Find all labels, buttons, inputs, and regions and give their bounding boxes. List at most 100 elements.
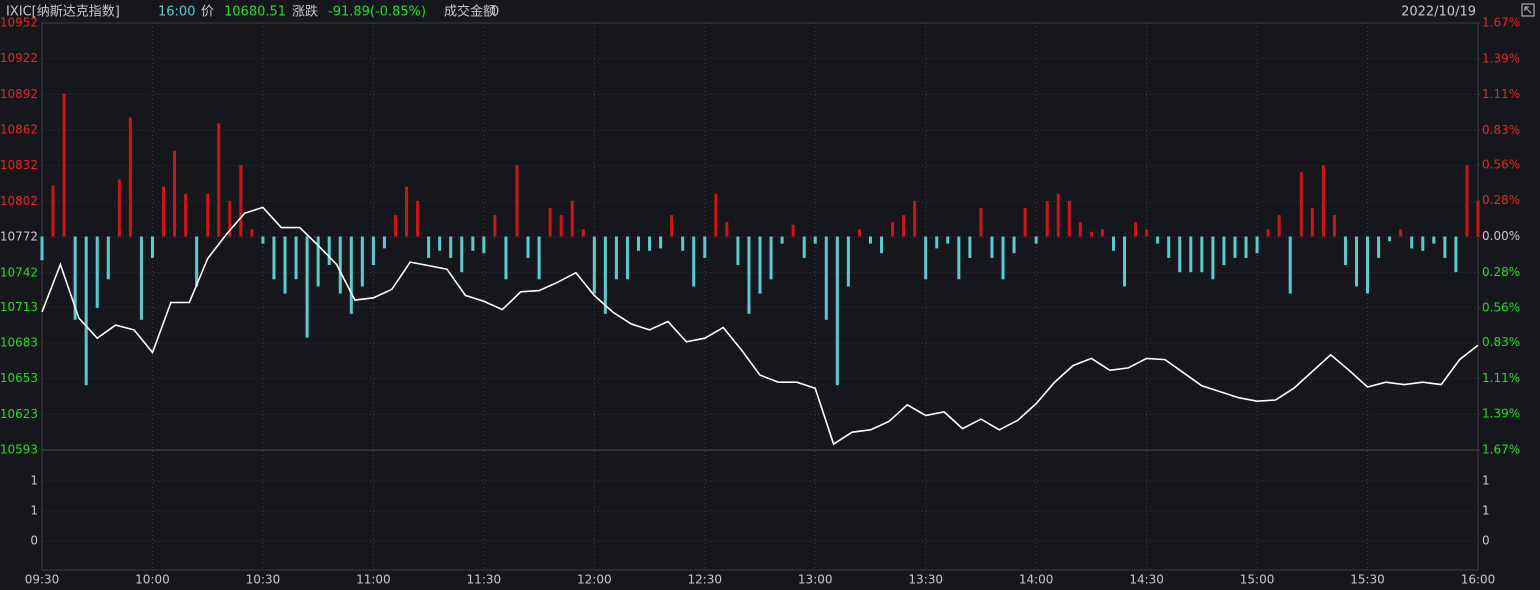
bar (1288, 236, 1292, 294)
bar (1023, 207, 1027, 237)
volume-tick-label: 1 (1482, 474, 1490, 488)
bar (1045, 200, 1049, 237)
symbol: IXIC[纳斯达克指数] (6, 5, 120, 20)
bar (681, 236, 685, 251)
bar (714, 193, 718, 237)
bar (1410, 236, 1414, 249)
bar (1100, 229, 1104, 237)
bar (1399, 229, 1403, 237)
x-tick-label: 10:30 (246, 573, 281, 587)
bar (769, 236, 773, 280)
bar (128, 117, 132, 237)
bar (1067, 200, 1071, 237)
bar (305, 236, 309, 338)
y2-tick-label: 1.67% (1482, 16, 1520, 30)
y-tick-label: 10653 (0, 371, 38, 385)
bar (482, 236, 486, 254)
bar (73, 236, 77, 320)
bar (968, 236, 972, 258)
bar (857, 229, 861, 237)
bar (791, 224, 795, 237)
x-tick-label: 14:30 (1129, 573, 1164, 587)
plot-frame (41, 22, 1479, 571)
x-tick-label: 14:00 (1019, 573, 1054, 587)
bar (1354, 236, 1358, 287)
y2-tick-label: 1.11% (1482, 87, 1520, 101)
bar (670, 215, 674, 237)
bar (625, 236, 629, 280)
bar (802, 236, 806, 258)
bar (371, 236, 375, 266)
bar (217, 123, 221, 237)
bar (1012, 236, 1016, 254)
x-tick-label: 13:30 (908, 573, 943, 587)
x-tick-label: 11:00 (356, 573, 391, 587)
bar (1156, 236, 1160, 244)
bar (40, 236, 44, 261)
bar (162, 186, 166, 237)
bar (747, 236, 751, 314)
bar (195, 236, 199, 287)
bar (1189, 236, 1193, 273)
bar (515, 165, 519, 237)
bar (913, 200, 917, 237)
bar (725, 222, 729, 237)
bar (1321, 165, 1325, 237)
bar (736, 236, 740, 266)
bar (449, 236, 453, 258)
y2-tick-label: 0.00% (1482, 229, 1520, 243)
bar (349, 236, 353, 314)
x-tick-label: 09:30 (25, 573, 60, 587)
bar (1034, 236, 1038, 244)
bar (1233, 236, 1237, 258)
bar (338, 236, 342, 294)
x-tick-label: 15:30 (1350, 573, 1385, 587)
price-line (41, 206, 1479, 446)
bar (979, 207, 983, 237)
bar (957, 236, 961, 280)
bar (648, 236, 652, 251)
bar (173, 150, 177, 237)
expand-icon[interactable] (1521, 3, 1535, 17)
bar (106, 236, 110, 280)
bar (603, 236, 607, 314)
bar (283, 236, 287, 294)
bar (493, 215, 497, 237)
bar (84, 236, 88, 386)
bar (360, 236, 364, 287)
icon-box[interactable] (1521, 3, 1535, 17)
y2-tick-label: 0.28% (1482, 265, 1520, 279)
bar (570, 200, 574, 237)
y2-tick-label: 0.56% (1482, 301, 1520, 315)
bar (537, 236, 541, 280)
volume-tick-label: 1 (30, 504, 38, 518)
y-tick-label: 10892 (0, 87, 38, 101)
x-tick-label: 11:30 (467, 573, 502, 587)
date: 2022/10/19 (1401, 5, 1476, 20)
bar (758, 236, 762, 294)
bar (1343, 236, 1347, 266)
price: 10680.51 (224, 5, 286, 20)
bar (581, 229, 585, 237)
bar (427, 236, 431, 258)
bar (1443, 236, 1447, 258)
bar (846, 236, 850, 287)
bar (1299, 172, 1303, 237)
amount: 0 (491, 5, 499, 20)
bar (1244, 236, 1248, 258)
bar (946, 236, 950, 244)
bar (1266, 229, 1270, 237)
bar (1078, 222, 1082, 237)
bar (1255, 236, 1259, 254)
icon-arrow[interactable] (1524, 6, 1532, 14)
x-tick-label: 10:00 (135, 573, 170, 587)
y2-tick-label: 0.56% (1482, 157, 1520, 171)
volume-tick-label: 1 (30, 474, 38, 488)
bar (891, 222, 895, 237)
bar (1432, 236, 1436, 244)
bar (1089, 231, 1093, 237)
y-tick-label: 10832 (0, 158, 38, 172)
